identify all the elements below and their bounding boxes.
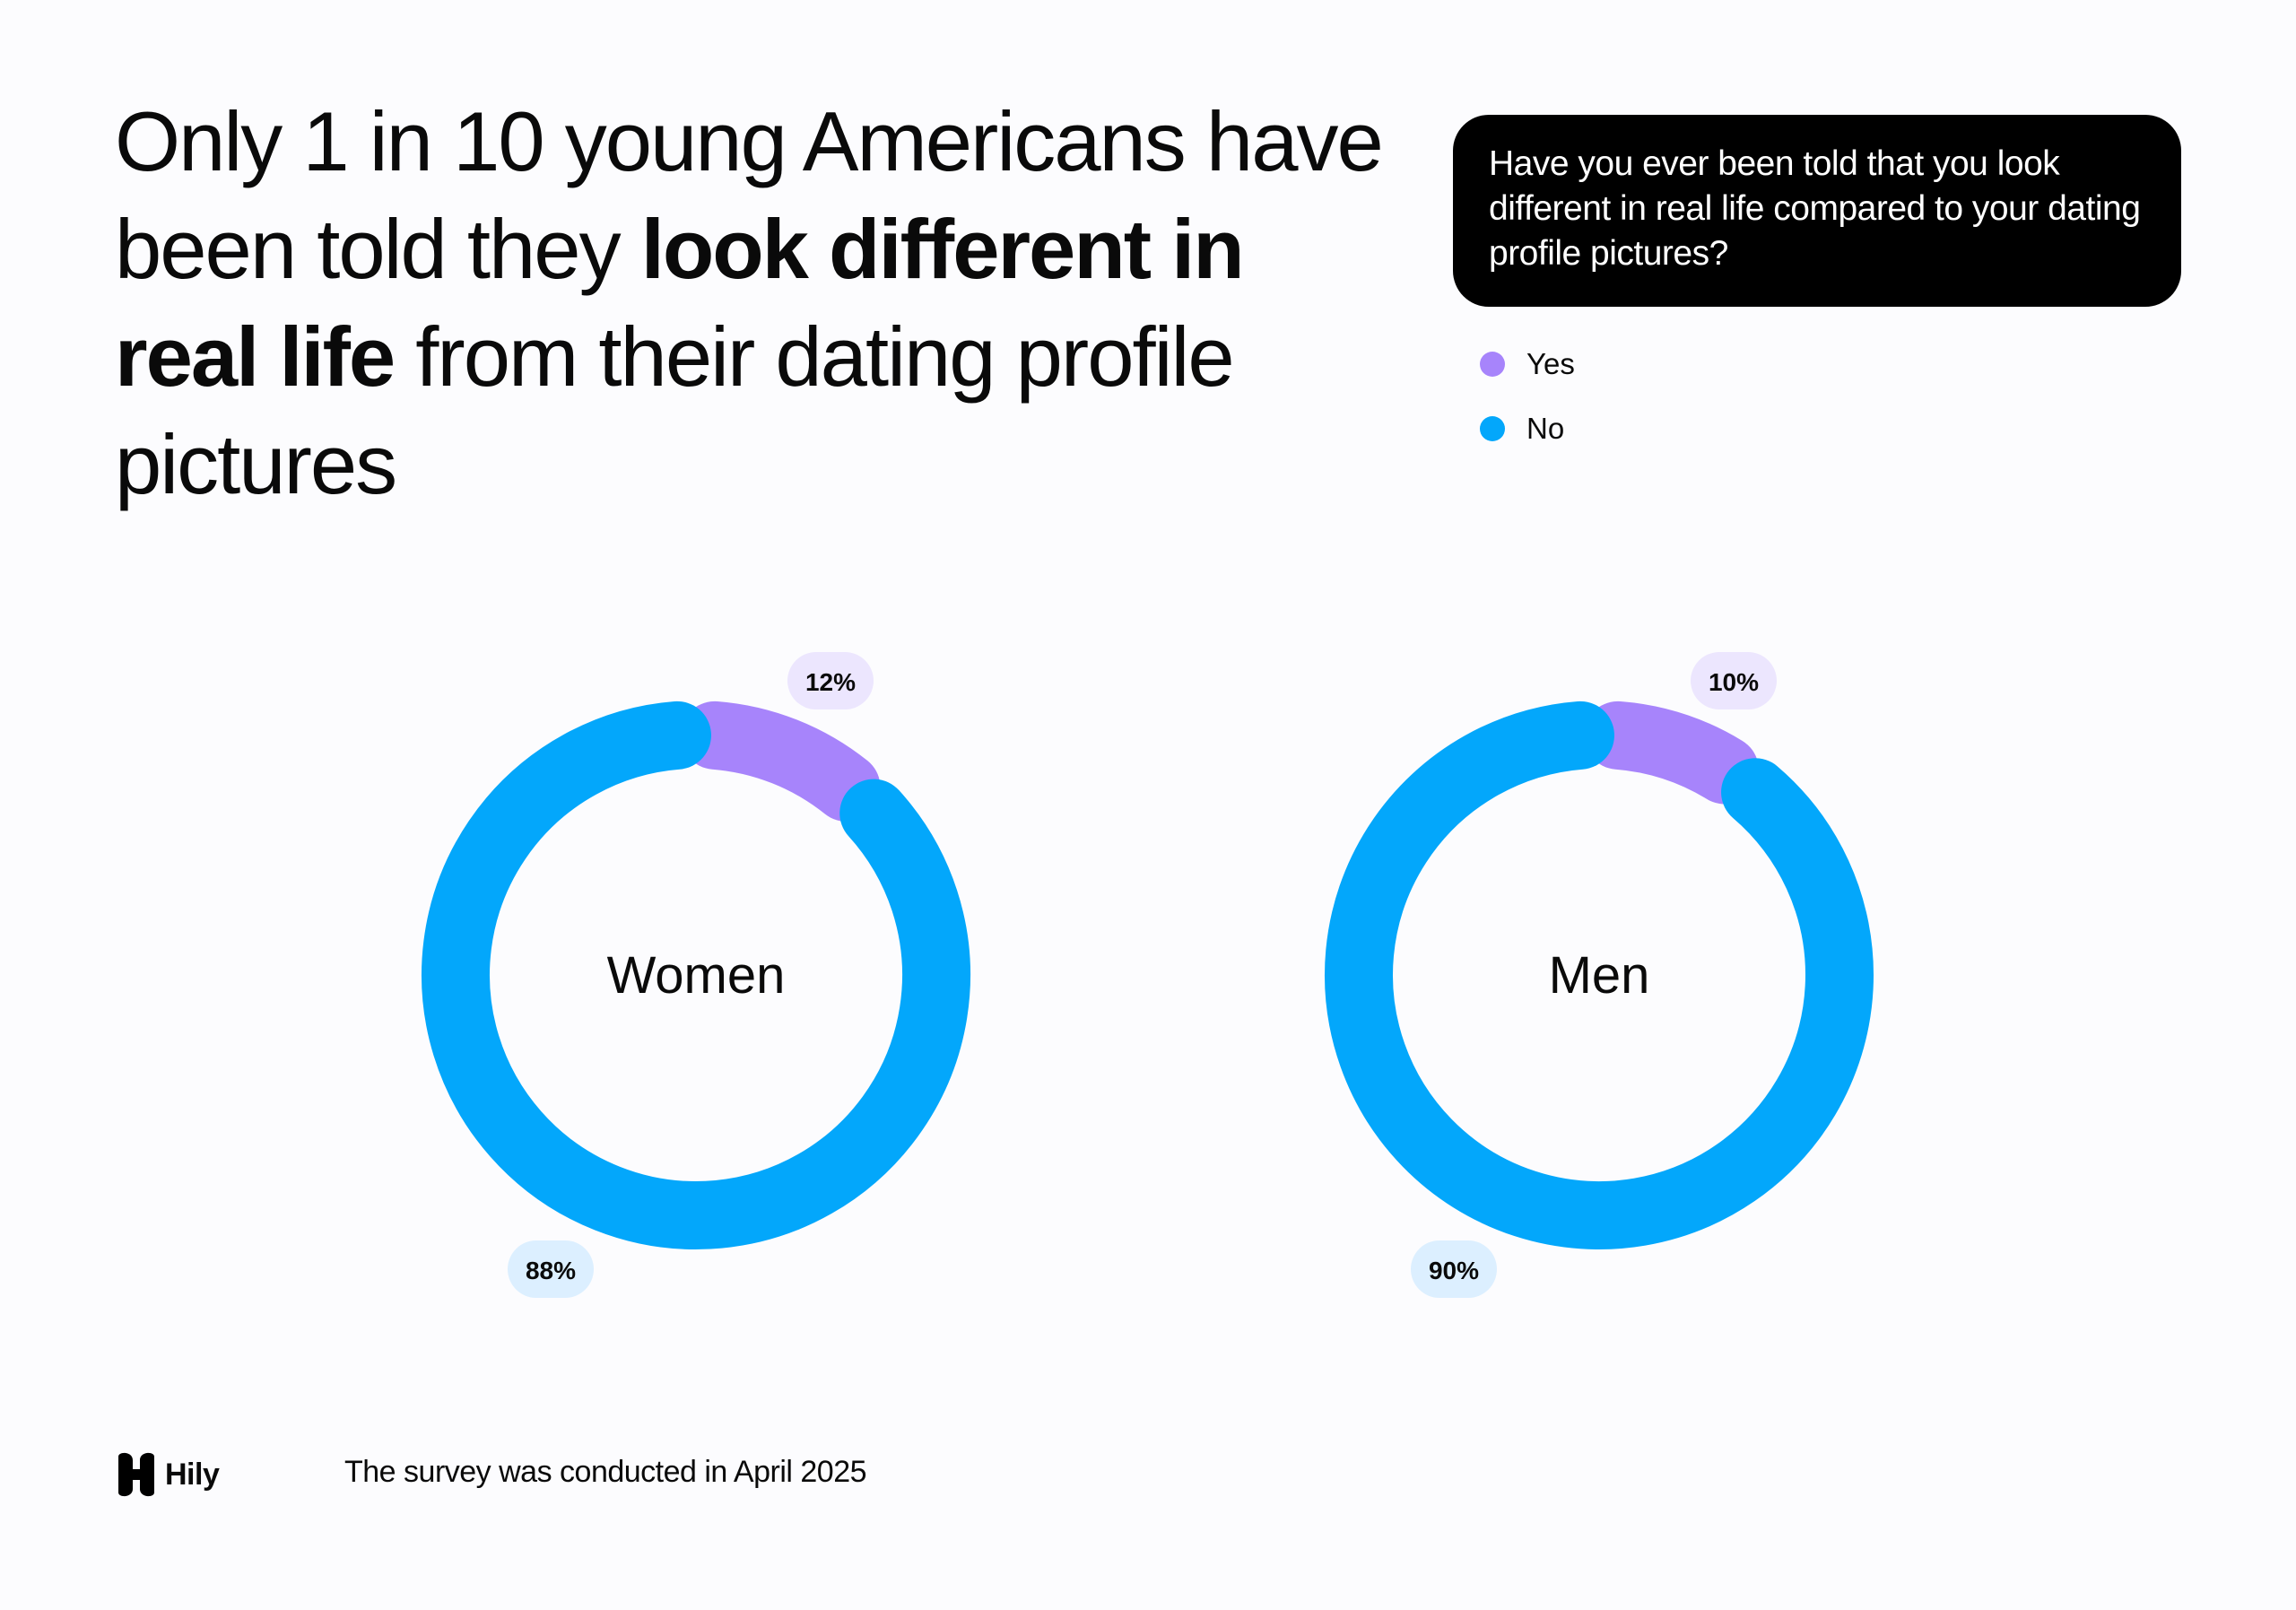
donut-center-label: Men: [1549, 946, 1650, 1005]
legend: Yes No: [1480, 347, 1575, 477]
headline-part1: Only 1 in 10 young Americans have been t…: [115, 94, 1384, 296]
question-box: Have you ever been told that you look di…: [1453, 115, 2181, 307]
headline-bold: look different in real life: [115, 202, 1245, 404]
pct-label-yes: 12%: [805, 668, 856, 696]
pct-pill-bg-yes: [1691, 652, 1777, 709]
headline: Only 1 in 10 young Americans have been t…: [115, 88, 1388, 518]
pct-pill-bg-yes: [787, 652, 874, 709]
legend-dot-yes: [1480, 352, 1505, 377]
legend-item-no: No: [1480, 412, 1575, 445]
hily-logo-icon: [118, 1452, 154, 1497]
headline-part2: from their dating profile pictures: [115, 309, 1235, 511]
legend-dot-no: [1480, 416, 1505, 441]
pct-label-yes: 10%: [1709, 668, 1759, 696]
donut-center-label: Women: [607, 946, 786, 1005]
donut-segment-yes: [1584, 701, 1760, 805]
pct-pill-bg-no: [508, 1240, 594, 1298]
legend-item-yes: Yes: [1480, 347, 1575, 380]
hily-logo: Hily: [115, 1451, 220, 1498]
pct-pill-bg-no: [1411, 1240, 1497, 1298]
donut-segment-no: [422, 701, 970, 1249]
legend-label-no: No: [1526, 412, 1565, 445]
donut-men: Men 10% 90%: [1325, 652, 1874, 1298]
survey-note: The survey was conducted in April 2025: [344, 1455, 867, 1489]
legend-label-yes: Yes: [1526, 347, 1575, 380]
pct-label-no: 90%: [1429, 1257, 1479, 1284]
donut-segment-yes: [681, 701, 881, 822]
pct-label-no: 88%: [526, 1257, 576, 1284]
logo-text: Hily: [165, 1457, 220, 1492]
donut-segment-no: [1325, 701, 1874, 1249]
donut-women: Women 12% 88%: [422, 652, 970, 1298]
